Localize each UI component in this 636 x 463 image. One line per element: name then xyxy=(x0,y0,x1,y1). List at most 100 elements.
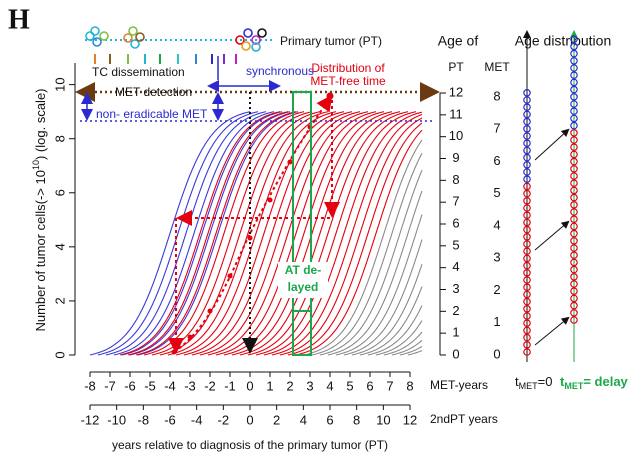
x-tick-label: -2 xyxy=(204,378,216,393)
red-guides xyxy=(168,94,340,354)
growth-curve xyxy=(183,111,345,356)
growth-curve xyxy=(175,111,337,356)
age-circle xyxy=(570,78,578,87)
pt-axis-title: Age of xyxy=(438,33,479,49)
met-tick-label: 6 xyxy=(493,153,500,168)
age-circles xyxy=(523,35,578,356)
x2-tick-label: -6 xyxy=(164,412,176,427)
x-tick-label: 4 xyxy=(326,378,333,393)
age-circle xyxy=(570,237,578,245)
growth-curve xyxy=(127,111,289,356)
growth-curve xyxy=(375,320,423,356)
x-tick-label: 6 xyxy=(366,378,373,393)
y-label-text: Number of tumor cells(-> 10 xyxy=(33,170,48,331)
age-circle xyxy=(570,193,578,202)
age-circle xyxy=(570,308,578,317)
age-circle xyxy=(570,229,578,238)
growth-curve xyxy=(359,286,423,356)
growth-curve xyxy=(263,111,423,356)
at-label-bg xyxy=(278,262,328,298)
t: t xyxy=(515,374,519,389)
age-circle xyxy=(570,172,578,180)
growth-curve xyxy=(199,111,361,356)
t: t xyxy=(560,374,565,389)
y-tick-label: 8 xyxy=(52,135,67,142)
met-tick-label: 5 xyxy=(493,185,500,200)
met-tick-label: 8 xyxy=(493,88,500,103)
growth-curve xyxy=(311,152,423,356)
at-inner-box xyxy=(292,310,312,356)
age-circle xyxy=(570,150,578,159)
age-circle xyxy=(523,132,531,140)
x2-tick-label: -8 xyxy=(138,412,150,427)
age-circle xyxy=(523,247,531,256)
age-circle xyxy=(523,261,531,270)
age-circle xyxy=(570,287,578,296)
age-circle xyxy=(523,153,531,162)
x-tick-label: 0 xyxy=(246,378,253,393)
x-tick-label: -8 xyxy=(84,378,96,393)
age-circle xyxy=(523,312,531,320)
non-eradicable-label: non- eradicable MET xyxy=(96,107,208,121)
age-circle xyxy=(523,304,531,313)
growth-curve xyxy=(119,111,281,356)
t-sub: MET xyxy=(519,381,539,391)
age-circle xyxy=(570,49,578,58)
pt-tick-label: 12 xyxy=(449,84,463,99)
growth-curve xyxy=(135,111,297,356)
y-label-sup: 10 xyxy=(31,160,41,170)
age-distribution-title: Age distribution xyxy=(515,33,612,49)
t-sub: MET xyxy=(564,381,584,391)
growth-curve xyxy=(247,111,409,356)
age-circle xyxy=(570,316,578,324)
pt-tick-label: 2 xyxy=(452,303,459,318)
growth-curve xyxy=(255,111,417,356)
growth-curve xyxy=(319,169,423,356)
at-label: layed xyxy=(288,280,319,294)
age-circle xyxy=(523,204,531,212)
age-circle xyxy=(523,161,531,169)
curves xyxy=(89,111,423,356)
age-circle xyxy=(570,272,578,281)
x2-tick-label: -12 xyxy=(81,412,100,427)
age-circle xyxy=(523,96,531,104)
x-axis-label: MET-years xyxy=(430,378,488,392)
growth-curve xyxy=(399,345,423,356)
x2-tick-label: 6 xyxy=(326,412,333,427)
growth-curve xyxy=(105,111,267,356)
cell-clusters xyxy=(85,26,267,52)
met-tick-label: 2 xyxy=(493,282,500,297)
age-circle xyxy=(570,186,578,195)
age-circle xyxy=(523,290,531,299)
x-tick-label: -7 xyxy=(104,378,116,393)
pt-tick-label: 7 xyxy=(452,194,459,209)
age-circle xyxy=(570,129,578,137)
x-tick-label: -1 xyxy=(224,378,236,393)
age-circle xyxy=(523,333,531,342)
growth-curve xyxy=(303,139,423,356)
age-circle xyxy=(570,294,578,303)
x-title: years relative to diagnosis of the prima… xyxy=(112,438,388,452)
growth-curve xyxy=(113,111,275,356)
growth-curve xyxy=(121,111,283,356)
x2-tick-label: 10 xyxy=(376,412,390,427)
age-circle xyxy=(570,301,578,310)
age-circle xyxy=(523,348,531,356)
pt-tick-label: 3 xyxy=(452,281,459,296)
x-tick-label: 7 xyxy=(386,378,393,393)
age-circle xyxy=(523,326,531,335)
y-tick-label: 6 xyxy=(52,189,67,196)
age-circle xyxy=(570,136,578,144)
growth-curve xyxy=(343,239,423,356)
met-tick-label: 4 xyxy=(493,217,500,232)
pt-axis-subtitle: PT xyxy=(448,60,464,74)
age-circle xyxy=(570,42,578,51)
x2-tick-label: -10 xyxy=(107,412,126,427)
x2-tick-label: 12 xyxy=(403,412,417,427)
age-label: tMET=0 xyxy=(515,374,552,391)
x-tick-label: 2 xyxy=(286,378,293,393)
age-circle xyxy=(570,64,578,72)
growth-curve xyxy=(191,111,353,356)
dissemination-arrows xyxy=(94,54,237,64)
age-circle xyxy=(570,143,578,152)
